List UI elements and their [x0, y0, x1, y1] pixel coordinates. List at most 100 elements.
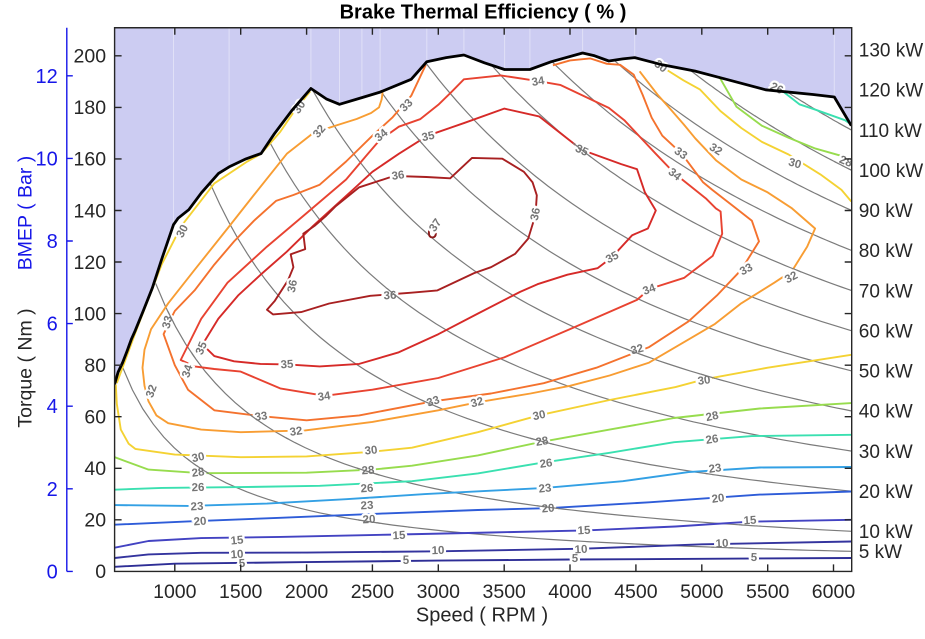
- svg-text:26: 26: [360, 483, 374, 496]
- svg-text:20: 20: [84, 510, 106, 532]
- svg-text:20: 20: [193, 516, 207, 529]
- svg-text:140: 140: [74, 200, 107, 222]
- svg-text:100: 100: [74, 303, 107, 325]
- svg-text:23: 23: [538, 482, 552, 495]
- svg-text:40: 40: [84, 458, 106, 480]
- svg-text:4500: 4500: [614, 581, 658, 603]
- svg-text:10: 10: [715, 538, 728, 551]
- svg-text:30: 30: [191, 451, 206, 465]
- svg-text:28: 28: [705, 410, 721, 425]
- svg-text:6000: 6000: [812, 581, 856, 603]
- svg-text:35: 35: [573, 143, 590, 160]
- svg-text:3500: 3500: [483, 581, 527, 603]
- svg-text:35: 35: [421, 130, 437, 145]
- svg-text:33: 33: [254, 410, 268, 424]
- svg-text:0: 0: [47, 561, 58, 583]
- svg-text:32: 32: [630, 343, 645, 358]
- svg-text:200: 200: [74, 46, 107, 68]
- svg-text:36: 36: [391, 169, 405, 183]
- svg-text:15: 15: [230, 534, 245, 547]
- svg-text:90 kW: 90 kW: [859, 201, 913, 222]
- svg-text:23: 23: [190, 501, 203, 514]
- svg-text:20: 20: [193, 516, 207, 529]
- svg-text:5000: 5000: [680, 581, 724, 603]
- svg-text:120 kW: 120 kW: [859, 81, 923, 102]
- svg-text:34: 34: [531, 75, 546, 89]
- svg-text:23: 23: [190, 501, 203, 514]
- svg-text:180: 180: [74, 97, 107, 119]
- svg-text:30: 30: [175, 223, 192, 240]
- svg-text:15: 15: [230, 534, 245, 547]
- svg-text:2500: 2500: [351, 581, 395, 603]
- svg-text:10: 10: [230, 549, 244, 562]
- svg-text:28: 28: [191, 466, 206, 480]
- svg-text:8: 8: [47, 231, 58, 253]
- svg-text:26: 26: [705, 433, 720, 447]
- svg-text:20: 20: [541, 502, 555, 515]
- svg-text:12: 12: [36, 66, 58, 88]
- svg-text:23: 23: [708, 462, 722, 476]
- svg-text:5: 5: [403, 555, 410, 567]
- svg-text:5 kW: 5 kW: [859, 542, 902, 563]
- svg-text:BMEP ( Bar ): BMEP ( Bar ): [15, 156, 37, 271]
- svg-text:30: 30: [532, 409, 547, 423]
- svg-text:20: 20: [541, 502, 555, 515]
- svg-text:15: 15: [577, 525, 591, 538]
- svg-text:5500: 5500: [746, 581, 790, 603]
- svg-text:20: 20: [362, 514, 375, 527]
- svg-text:3000: 3000: [417, 581, 461, 603]
- svg-text:34: 34: [317, 390, 332, 404]
- svg-text:36: 36: [391, 169, 405, 183]
- svg-text:33: 33: [254, 410, 268, 424]
- svg-text:5: 5: [239, 558, 247, 570]
- svg-text:23: 23: [360, 500, 373, 513]
- svg-text:5: 5: [572, 553, 579, 565]
- svg-text:33: 33: [425, 394, 441, 409]
- svg-text:60: 60: [84, 407, 106, 429]
- svg-text:34: 34: [317, 390, 332, 404]
- svg-text:15: 15: [743, 515, 757, 528]
- svg-text:30: 30: [532, 409, 547, 423]
- svg-text:Brake Thermal Efficiency ( % ): Brake Thermal Efficiency ( % ): [340, 2, 627, 24]
- svg-text:10: 10: [431, 545, 444, 557]
- svg-text:20: 20: [711, 492, 725, 506]
- svg-text:30: 30: [787, 156, 803, 171]
- svg-text:35: 35: [280, 359, 294, 372]
- svg-text:10 kW: 10 kW: [859, 522, 913, 543]
- svg-text:32: 32: [707, 141, 724, 158]
- svg-text:50 kW: 50 kW: [859, 362, 913, 383]
- svg-text:34: 34: [641, 282, 658, 298]
- svg-text:10: 10: [574, 544, 587, 557]
- svg-text:20: 20: [362, 514, 375, 527]
- svg-text:36: 36: [383, 290, 396, 303]
- svg-text:1000: 1000: [153, 581, 197, 603]
- svg-text:35: 35: [604, 249, 621, 266]
- svg-text:32: 32: [783, 270, 800, 287]
- svg-text:28: 28: [361, 465, 375, 478]
- svg-text:33: 33: [161, 315, 176, 330]
- svg-text:10: 10: [230, 549, 244, 562]
- svg-text:80 kW: 80 kW: [859, 241, 913, 262]
- svg-text:15: 15: [392, 530, 406, 543]
- svg-text:32: 32: [289, 425, 303, 439]
- svg-text:10: 10: [574, 544, 587, 557]
- svg-text:36: 36: [286, 279, 300, 294]
- svg-text:35: 35: [280, 359, 294, 372]
- svg-text:40 kW: 40 kW: [859, 402, 913, 423]
- svg-text:26: 26: [191, 482, 204, 494]
- svg-text:34: 34: [180, 363, 196, 379]
- svg-text:35: 35: [194, 340, 210, 357]
- svg-text:26: 26: [768, 81, 785, 97]
- svg-text:28: 28: [361, 465, 375, 478]
- svg-text:32: 32: [470, 396, 485, 411]
- svg-text:26: 26: [539, 457, 553, 471]
- svg-text:15: 15: [392, 530, 406, 543]
- svg-text:5: 5: [751, 552, 758, 564]
- svg-text:32: 32: [289, 425, 303, 439]
- svg-text:4000: 4000: [548, 581, 592, 603]
- svg-text:5: 5: [751, 552, 758, 564]
- svg-text:2: 2: [47, 479, 58, 501]
- svg-text:33: 33: [161, 315, 176, 330]
- svg-text:33: 33: [738, 262, 755, 279]
- svg-text:5: 5: [572, 553, 579, 565]
